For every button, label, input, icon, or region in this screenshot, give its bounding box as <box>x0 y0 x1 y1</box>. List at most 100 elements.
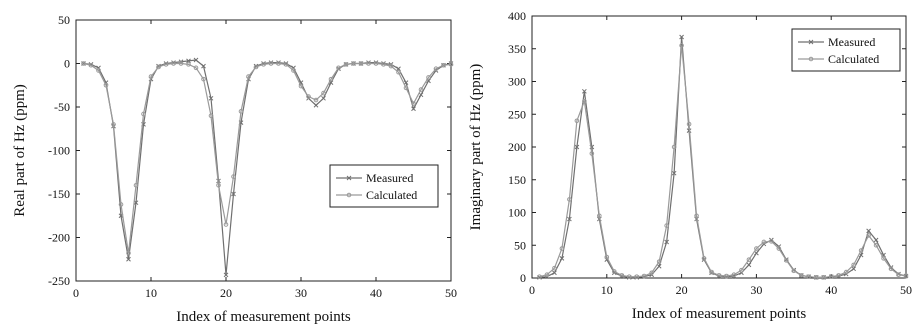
data-point <box>567 216 572 222</box>
x-tick-label: 40 <box>825 283 837 297</box>
data-point <box>769 239 774 244</box>
data-point <box>701 256 707 261</box>
x-tick-label: 10 <box>145 286 157 300</box>
data-point <box>96 68 101 73</box>
series-line <box>83 62 452 254</box>
data-point <box>552 265 557 271</box>
data-point <box>426 75 431 80</box>
marker-stroke <box>679 34 684 40</box>
data-point <box>231 191 236 197</box>
data-point <box>328 76 334 82</box>
data-point <box>306 94 311 99</box>
data-point <box>201 63 206 69</box>
data-point <box>148 74 154 79</box>
data-point <box>589 151 595 156</box>
data-point <box>366 61 371 66</box>
data-point <box>671 170 677 176</box>
legend-marker <box>808 39 814 45</box>
data-point <box>574 118 580 124</box>
data-point <box>873 242 879 248</box>
data-point <box>544 272 550 278</box>
data-point <box>739 267 744 273</box>
series-line <box>539 45 907 278</box>
marker-stroke <box>418 92 424 98</box>
y-tick-label: 50 <box>58 13 70 27</box>
legend-label: Measured <box>828 35 875 49</box>
data-point <box>126 250 131 256</box>
data-point <box>223 222 229 227</box>
data-point <box>881 256 886 261</box>
data-point <box>851 266 856 272</box>
marker-stroke <box>126 256 131 262</box>
data-point <box>231 174 236 179</box>
y-tick-label: -150 <box>48 187 70 201</box>
data-point <box>373 61 379 66</box>
x-axis-title: Index of measurement points <box>632 306 807 322</box>
data-point <box>836 273 841 278</box>
data-point <box>223 272 229 278</box>
real-part-chart: 0 10 20 30 40 50 50 0 -50 -100 -150 -200 -250 Index o… <box>12 13 457 325</box>
plot-frame <box>75 19 452 282</box>
data-point <box>298 83 304 89</box>
data-point <box>156 64 161 70</box>
data-point <box>754 246 759 251</box>
data-point <box>133 183 139 188</box>
data-point <box>246 74 251 79</box>
data-point <box>411 106 416 112</box>
marker-stroke <box>411 106 416 112</box>
data-point <box>552 270 557 276</box>
data-point <box>537 274 542 279</box>
data-point <box>291 68 296 73</box>
data-point <box>268 61 274 66</box>
data-point <box>126 256 131 262</box>
data-point <box>559 255 565 261</box>
data-point <box>724 273 729 279</box>
data-point <box>866 233 871 238</box>
data-point <box>193 57 199 63</box>
data-point <box>567 197 572 202</box>
marker-stroke <box>582 88 587 94</box>
data-point <box>559 246 565 251</box>
data-point <box>858 248 864 253</box>
legend-marker <box>808 56 814 62</box>
data-point <box>276 61 281 66</box>
marker-stroke <box>313 102 319 108</box>
marker-stroke <box>866 228 871 234</box>
y-tick-label: 400 <box>508 9 526 23</box>
data-point <box>253 64 259 70</box>
data-point <box>597 213 602 219</box>
marker-stroke <box>656 263 662 269</box>
marker-stroke <box>559 255 565 261</box>
data-point <box>313 102 319 108</box>
y-tick-label: 200 <box>508 140 526 154</box>
data-point <box>866 228 871 234</box>
marker-stroke <box>328 80 334 85</box>
data-point <box>806 274 812 279</box>
data-point <box>641 273 647 279</box>
data-point <box>208 113 214 118</box>
data-point <box>821 275 827 280</box>
data-point <box>896 272 901 278</box>
data-point <box>626 274 632 279</box>
data-point <box>313 97 319 103</box>
data-point <box>664 239 669 245</box>
data-point <box>403 85 409 91</box>
data-point <box>746 262 752 268</box>
data-point <box>649 270 654 276</box>
data-point <box>171 61 176 66</box>
data-point <box>261 62 266 67</box>
data-point <box>358 61 364 66</box>
legend-label: Calculated <box>366 188 417 202</box>
x-tick-label: 50 <box>445 286 457 300</box>
data-point <box>238 109 244 114</box>
data-point <box>141 111 146 117</box>
x-tick-label: 0 <box>73 286 79 300</box>
y-tick-label: 350 <box>508 42 526 56</box>
marker-stroke <box>133 200 139 206</box>
series-measured <box>537 34 909 280</box>
data-point <box>851 262 856 268</box>
y-tick-label: 0 <box>64 57 70 71</box>
data-point <box>664 223 669 228</box>
legend-box <box>791 28 901 72</box>
data-point <box>828 274 834 279</box>
